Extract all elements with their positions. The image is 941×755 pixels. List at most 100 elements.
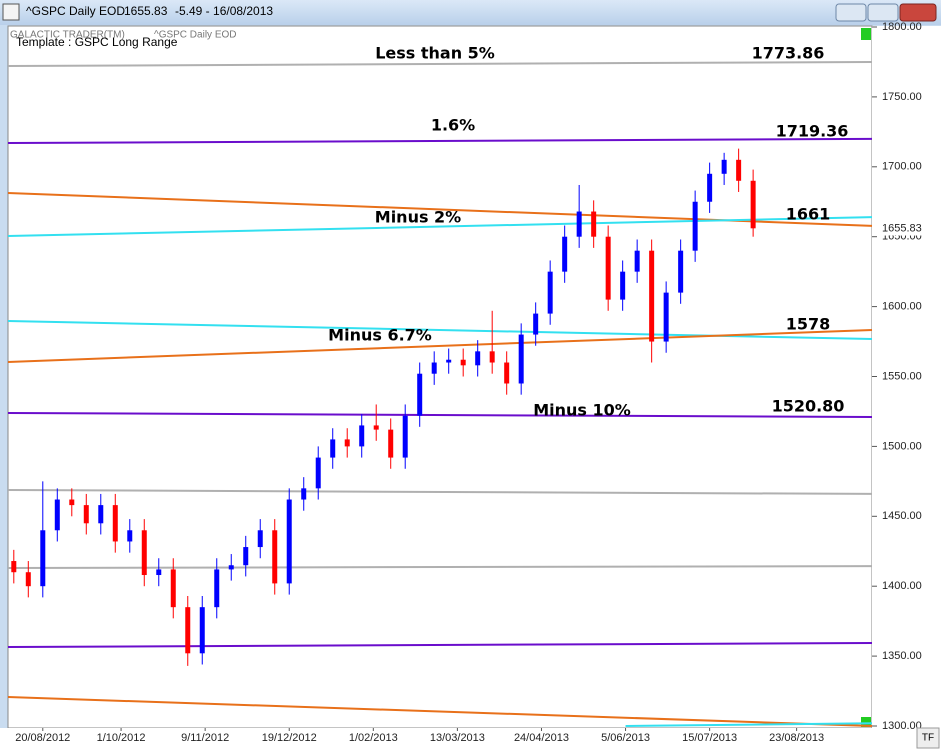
y-tick-label: 1600.00 bbox=[882, 301, 922, 313]
candle-body bbox=[750, 180, 756, 229]
candle-body bbox=[112, 505, 118, 542]
trend-line bbox=[625, 722, 873, 727]
trend-line bbox=[7, 216, 873, 238]
x-axis-strip bbox=[0, 728, 941, 750]
candle-body bbox=[533, 313, 539, 335]
minimize-button[interactable] bbox=[835, 3, 867, 22]
y-tick-label: 1500.00 bbox=[882, 440, 922, 452]
candle-body bbox=[504, 362, 510, 384]
candle-body bbox=[344, 439, 350, 447]
candle-body bbox=[475, 351, 481, 366]
x-tick-label: 24/04/2013 bbox=[514, 732, 569, 744]
y-tick-label: 1400.00 bbox=[882, 580, 922, 592]
last-price-label: 1655.83 bbox=[882, 222, 922, 234]
close-button[interactable] bbox=[899, 3, 937, 22]
candle-body bbox=[402, 415, 408, 458]
candle-body bbox=[591, 211, 597, 237]
candle-body bbox=[388, 429, 394, 458]
candle-body bbox=[185, 607, 191, 654]
annotation: Minus 6.7% bbox=[328, 326, 432, 345]
candle-body bbox=[359, 425, 365, 447]
candle-body bbox=[228, 565, 234, 570]
annotation: 1520.80 bbox=[772, 397, 845, 416]
brand-label: GALACTIC TRADER(TM) bbox=[10, 30, 125, 41]
x-tick-label: 5/06/2013 bbox=[601, 732, 650, 744]
annotation: 1773.86 bbox=[752, 44, 825, 63]
trend-line bbox=[7, 489, 873, 495]
candle-body bbox=[141, 530, 147, 576]
x-tick-label: 9/11/2012 bbox=[181, 732, 229, 744]
tf-button[interactable] bbox=[916, 727, 940, 749]
x-tick-label: 13/03/2013 bbox=[430, 732, 485, 744]
candle-body bbox=[301, 488, 307, 500]
candle-body bbox=[54, 499, 60, 531]
y-tick-label: 1450.00 bbox=[882, 510, 922, 522]
candle-body bbox=[707, 173, 713, 202]
annotation: 1.6% bbox=[431, 116, 475, 135]
candle-body bbox=[25, 572, 31, 587]
candle-body bbox=[692, 201, 698, 251]
candle-body bbox=[431, 362, 437, 374]
corner-marker bbox=[861, 28, 871, 40]
maximize-button[interactable] bbox=[867, 3, 899, 22]
window-price: 1655.83 bbox=[124, 4, 168, 18]
candle-body bbox=[547, 271, 553, 314]
x-tick-label: 1/02/2013 bbox=[349, 732, 398, 744]
trend-line bbox=[7, 60, 873, 68]
candle-body bbox=[649, 250, 655, 342]
candle-body bbox=[417, 373, 423, 416]
candle-body bbox=[721, 159, 727, 174]
candle-body bbox=[446, 359, 452, 363]
candle-body bbox=[330, 439, 336, 458]
candle-body bbox=[605, 236, 611, 300]
candle-body bbox=[634, 250, 640, 272]
annotation: Minus 2% bbox=[375, 208, 461, 227]
y-axis-strip bbox=[872, 26, 941, 728]
annotation: 1661 bbox=[786, 205, 831, 224]
candle-body bbox=[286, 499, 292, 584]
tf-button-label: TF bbox=[922, 733, 934, 744]
candle-body bbox=[257, 530, 263, 548]
window-change: -5.49 - 16/08/2013 bbox=[175, 4, 273, 18]
trend-line bbox=[7, 565, 873, 570]
candle-body bbox=[214, 569, 220, 608]
x-tick-label: 20/08/2012 bbox=[15, 732, 70, 744]
candle-body bbox=[156, 569, 162, 576]
candle-body bbox=[663, 292, 669, 342]
candle-body bbox=[69, 499, 75, 506]
x-tick-label: 1/10/2012 bbox=[97, 732, 146, 744]
candle-body bbox=[83, 505, 89, 524]
y-tick-label: 1350.00 bbox=[882, 650, 922, 662]
x-tick-label: 23/08/2013 bbox=[769, 732, 824, 744]
candle-body bbox=[576, 211, 582, 237]
last-price-box bbox=[874, 221, 934, 236]
app-icon bbox=[2, 3, 20, 21]
title-bar bbox=[0, 0, 941, 25]
candle-body bbox=[243, 547, 249, 566]
symbol-label: ^GSPC Daily EOD bbox=[154, 30, 237, 41]
trend-line bbox=[7, 411, 873, 419]
y-tick-label: 1550.00 bbox=[882, 370, 922, 382]
candle-body bbox=[518, 334, 524, 384]
template-label: Template : GSPC Long Range bbox=[16, 35, 178, 49]
trend-line bbox=[7, 641, 873, 649]
corner-marker bbox=[861, 717, 871, 727]
candle-body bbox=[460, 359, 466, 366]
candle-body bbox=[489, 351, 495, 363]
y-tick-label: 1300.00 bbox=[882, 720, 922, 732]
candle-body bbox=[199, 607, 205, 654]
trend-line bbox=[7, 137, 873, 145]
annotation: 1719.36 bbox=[776, 122, 849, 141]
candle-body bbox=[315, 457, 321, 489]
trend-line bbox=[7, 328, 873, 363]
candle-body bbox=[620, 271, 626, 300]
candle-body bbox=[127, 530, 133, 542]
candle-body bbox=[11, 561, 17, 573]
trend-line bbox=[7, 696, 873, 727]
candle-body bbox=[170, 569, 176, 608]
candle-body bbox=[272, 530, 278, 584]
candle-body bbox=[98, 505, 104, 524]
candle-body bbox=[562, 236, 568, 272]
x-tick-label: 15/07/2013 bbox=[682, 732, 737, 744]
